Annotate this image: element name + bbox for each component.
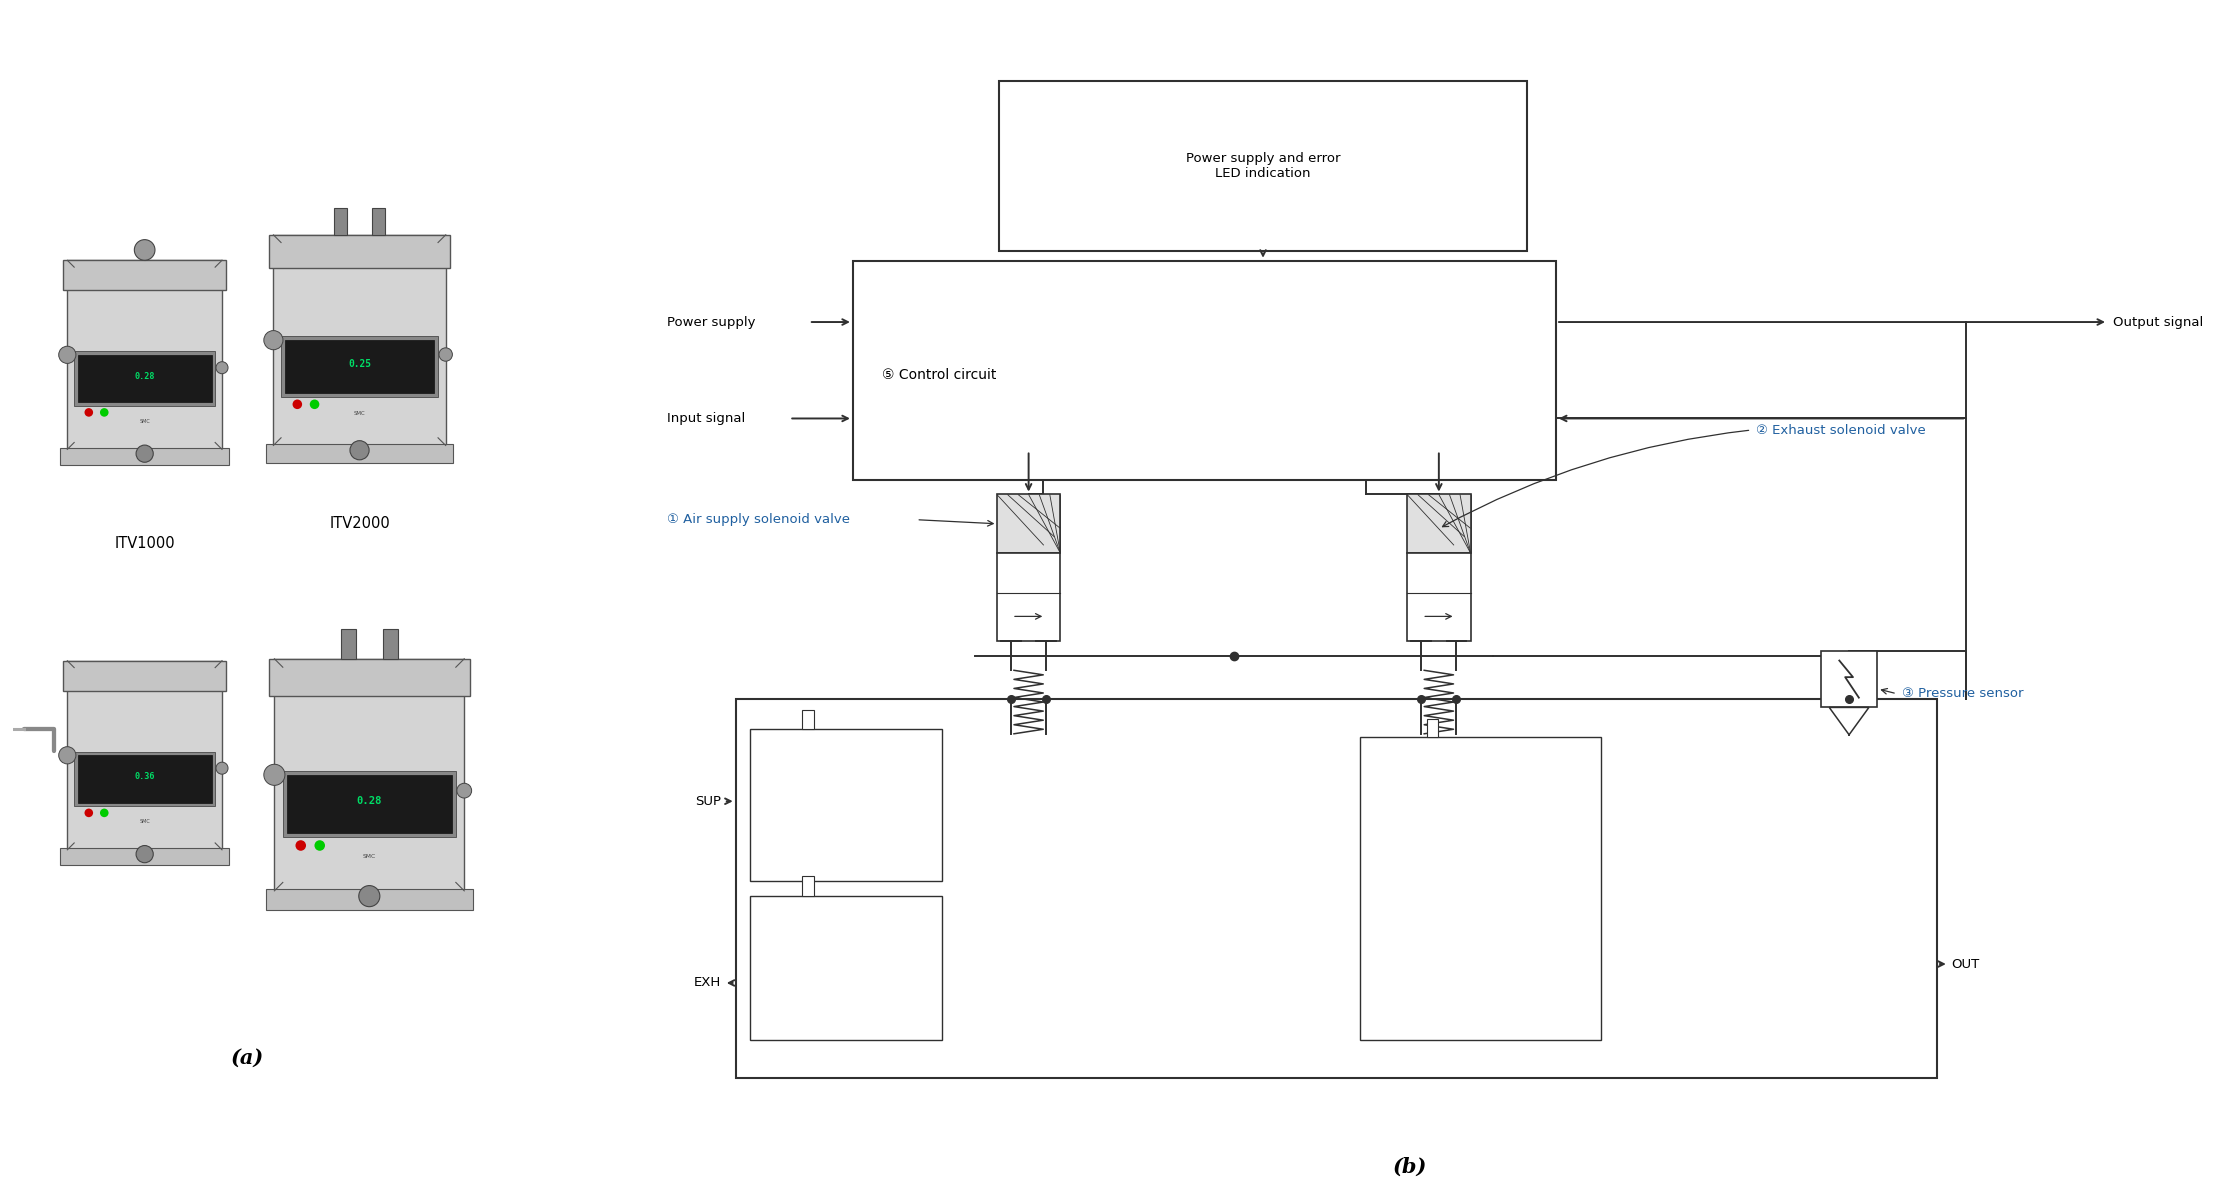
Circle shape <box>58 746 76 764</box>
Bar <box>1821 651 1877 707</box>
Bar <box>274 659 465 891</box>
Bar <box>62 660 227 691</box>
Bar <box>78 756 211 803</box>
Bar <box>73 351 216 406</box>
Bar <box>1407 494 1471 553</box>
Bar <box>997 553 1060 641</box>
Bar <box>67 261 223 449</box>
Text: SMC: SMC <box>140 819 149 824</box>
Circle shape <box>456 783 472 798</box>
Circle shape <box>309 400 318 409</box>
Bar <box>67 660 223 850</box>
Bar <box>265 889 472 910</box>
Bar <box>1427 719 1438 737</box>
Text: OUT: OUT <box>1952 957 1979 970</box>
Circle shape <box>216 762 227 775</box>
Polygon shape <box>1830 707 1870 735</box>
Circle shape <box>265 330 283 350</box>
Bar <box>750 730 942 881</box>
Bar <box>78 355 211 402</box>
Bar <box>999 81 1527 251</box>
Circle shape <box>292 400 303 409</box>
Text: Input signal: Input signal <box>668 411 746 424</box>
Bar <box>372 208 385 235</box>
Bar <box>383 630 398 659</box>
Circle shape <box>136 845 154 863</box>
Bar <box>735 699 1937 1078</box>
Text: Output signal: Output signal <box>2112 316 2204 329</box>
Circle shape <box>85 809 93 817</box>
Circle shape <box>85 408 93 416</box>
Bar <box>280 336 439 396</box>
Bar <box>1407 553 1471 641</box>
Text: ① Air supply solenoid valve: ① Air supply solenoid valve <box>668 513 850 526</box>
Text: SMC: SMC <box>354 411 365 416</box>
Text: (a): (a) <box>232 1048 265 1068</box>
Text: SMC: SMC <box>363 854 376 858</box>
Bar <box>853 261 1556 480</box>
Text: 0.28: 0.28 <box>356 796 383 806</box>
Bar <box>274 235 445 446</box>
Bar <box>1360 737 1600 1040</box>
Bar <box>269 235 450 269</box>
Bar <box>750 896 942 1040</box>
Text: ③ Pressure sensor: ③ Pressure sensor <box>1901 687 2023 700</box>
Circle shape <box>100 408 109 416</box>
Bar <box>287 775 452 832</box>
Text: 0.36: 0.36 <box>134 772 156 780</box>
Circle shape <box>358 885 381 907</box>
Bar <box>269 659 470 696</box>
Circle shape <box>349 441 370 460</box>
Bar <box>265 443 454 462</box>
Circle shape <box>216 362 227 374</box>
Circle shape <box>296 841 305 851</box>
Text: SUP: SUP <box>695 795 721 808</box>
Circle shape <box>136 444 154 462</box>
Text: ② Exhaust solenoid valve: ② Exhaust solenoid valve <box>1756 423 1925 436</box>
Bar <box>283 771 456 837</box>
Text: SMC: SMC <box>140 419 149 423</box>
Text: ITV1000: ITV1000 <box>114 535 176 551</box>
Circle shape <box>58 347 76 363</box>
Bar <box>801 710 815 730</box>
Circle shape <box>314 841 325 851</box>
Bar <box>73 752 216 806</box>
Bar <box>801 876 815 896</box>
Text: (b): (b) <box>1391 1158 1427 1178</box>
Circle shape <box>439 348 452 361</box>
Text: Power supply and error
LED indication: Power supply and error LED indication <box>1186 152 1340 180</box>
Text: Power supply: Power supply <box>668 316 755 329</box>
Text: ITV2000: ITV2000 <box>329 516 390 531</box>
Bar <box>997 494 1060 553</box>
Bar <box>341 630 356 659</box>
Bar <box>60 448 229 465</box>
Text: EXH: EXH <box>695 976 721 989</box>
Text: ⑤ Control circuit: ⑤ Control circuit <box>881 368 997 382</box>
Text: 0.28: 0.28 <box>134 371 156 381</box>
Bar <box>62 261 227 290</box>
Text: 0.25: 0.25 <box>347 358 372 369</box>
Bar <box>285 341 434 393</box>
Circle shape <box>134 239 156 261</box>
Circle shape <box>100 809 109 817</box>
Bar <box>334 208 347 235</box>
Circle shape <box>265 764 285 785</box>
Bar <box>60 848 229 865</box>
